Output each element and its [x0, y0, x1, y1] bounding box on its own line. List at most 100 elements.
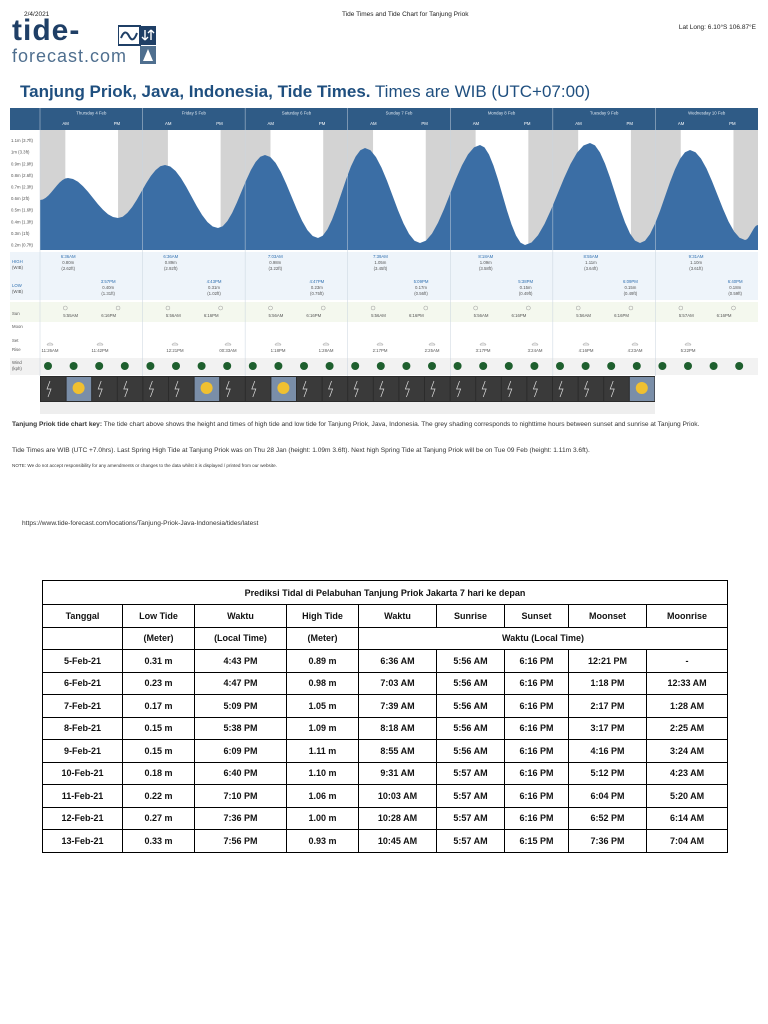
data-cell: 6:16 PM	[504, 694, 569, 718]
am-label: AM	[575, 121, 582, 126]
header-cell: Waktu	[358, 604, 437, 628]
wind-label: Wind	[12, 360, 22, 365]
data-cell: 6:09 PM	[194, 739, 287, 763]
moon-time: 2:25AM	[425, 348, 440, 353]
moon-time: 4:16PM	[579, 348, 594, 353]
data-cell: 5:56 AM	[436, 716, 505, 740]
am-label: AM	[62, 121, 69, 126]
data-cell: 4:43 PM	[194, 649, 287, 673]
data-cell: 9-Feb-21	[42, 739, 123, 763]
wind-icon	[69, 362, 78, 370]
weather-tile	[553, 377, 578, 401]
data-cell: 3:24 AM	[645, 739, 729, 763]
data-cell: 7:04 AM	[645, 829, 729, 853]
day-label: Wednesday 10 Feb	[688, 111, 726, 116]
weather-tile	[501, 377, 527, 401]
data-cell: 7:10 PM	[194, 784, 287, 808]
data-cell: 6:16 PM	[504, 649, 569, 673]
pm-label: PM	[421, 121, 428, 126]
high-tide-text: (3.58ft)	[479, 266, 493, 271]
weather-tile	[220, 377, 245, 401]
day-header-bar	[10, 108, 758, 130]
low-tide-text: 5:38PM	[518, 279, 533, 284]
low-tide-text: 4:43PM	[207, 279, 222, 284]
weather-tile	[245, 377, 271, 401]
sun-time: 5:56AM	[371, 313, 386, 318]
wind-icon	[197, 362, 206, 370]
data-cell: 0.33 m	[122, 829, 195, 853]
sun-time: 6:16PM	[512, 313, 527, 318]
lat-long: Lat Long: 6.10°S 106.87°E	[678, 24, 756, 31]
low-label: LOW	[12, 283, 23, 288]
data-cell: 10:28 AM	[358, 806, 437, 830]
wind-icon	[300, 362, 308, 370]
wind-icon	[658, 362, 667, 370]
sun-time: 6:16PM	[306, 313, 321, 318]
data-cell: 5:12 PM	[568, 761, 647, 785]
high-tide-text: 8:55AM	[584, 254, 599, 259]
am-label: AM	[473, 121, 480, 126]
data-cell: 0.22 m	[122, 784, 195, 808]
moon-icon	[376, 342, 384, 346]
header-cell: Moonrise	[645, 604, 729, 628]
low-tide-text: 3:57PM	[101, 279, 116, 284]
data-cell: 5:57 AM	[436, 806, 505, 830]
moon-time: 3:24AM	[528, 348, 543, 353]
wind-icon	[453, 362, 462, 370]
data-row: 7-Feb-21 0.17 m 5:09 PM 1.05 m 7:39 AM 5:56 A…	[42, 694, 729, 718]
moon-time: 4:23AM	[628, 348, 643, 353]
weather-bolt	[379, 380, 385, 398]
day-label: Monday 8 Feb	[488, 111, 516, 116]
data-cell: 5:09 PM	[194, 694, 287, 718]
day-label: Tuesday 9 Feb	[590, 111, 619, 116]
data-cell: 5:20 AM	[645, 784, 729, 808]
data-cell: 6:14 AM	[645, 806, 729, 830]
data-cell: 3:17 PM	[568, 716, 647, 740]
low-tide-text: 5:09PM	[414, 279, 429, 284]
data-row: 12-Feb-21 0.27 m 7:36 PM 1.00 m 10:28 AM 5:57…	[42, 806, 729, 830]
data-row: 10-Feb-21 0.18 m 6:40 PM 1.10 m 9:31 AM 5:57 …	[42, 761, 729, 785]
data-cell: 5:56 AM	[436, 671, 505, 695]
weather-strip	[40, 376, 655, 402]
sun-time: 6:16PM	[717, 313, 732, 318]
low-tide-text: (0.75ft)	[310, 291, 324, 296]
pm-label: PM	[729, 121, 736, 126]
low-tide-text: 6:09PM	[623, 279, 638, 284]
chart-fade	[40, 402, 655, 414]
weather-tile	[169, 377, 194, 401]
data-cell: 5:57 AM	[436, 829, 505, 853]
data-cell: 9:31 AM	[358, 761, 437, 785]
y-label: 0.3m (1ft)	[11, 231, 30, 236]
y-label: 0.6m (2ft)	[11, 196, 30, 201]
key-text: The tide chart above shows the height an…	[102, 421, 700, 428]
low-tide-text: (0.59ft)	[728, 291, 742, 296]
weather-bolt	[302, 380, 308, 398]
sun-time: 5:56AM	[166, 313, 181, 318]
high-tide-text: 1.11m	[585, 260, 597, 265]
weather-sun	[200, 382, 213, 394]
wind-icon	[223, 362, 232, 370]
sun-label: Sun	[12, 311, 20, 316]
weather-tile	[476, 377, 501, 401]
weather-bolt	[404, 380, 410, 398]
data-row: 13-Feb-21 0.33 m 7:56 PM 0.93 m 10:45 AM 5:57…	[42, 829, 729, 853]
data-cell: 7:36 PM	[568, 829, 647, 853]
weather-bolt	[507, 380, 513, 398]
moon-icon	[322, 342, 330, 346]
wind-icon	[95, 362, 104, 370]
low-tide-text: 0.31m	[208, 285, 220, 290]
wind-icon	[735, 362, 744, 370]
am-label: AM	[370, 121, 377, 126]
moon-icon	[582, 342, 590, 346]
wind-icon	[530, 362, 539, 370]
data-cell: 1.06 m	[286, 784, 359, 808]
tide-chart: 1.1m (3.7ft) 1m (3.3ft) 0.9m (2.9ft) 0.8m (…	[10, 108, 758, 418]
moon-icon	[96, 342, 104, 346]
data-cell: 6:15 PM	[504, 829, 569, 853]
data-cell: 6:16 PM	[504, 716, 569, 740]
sun-time: 5:55AM	[63, 313, 78, 318]
weather-sun	[635, 382, 648, 394]
low-tide-text: 0.15m	[520, 285, 532, 290]
moon-icon	[274, 342, 282, 346]
wind-icon	[632, 362, 641, 370]
